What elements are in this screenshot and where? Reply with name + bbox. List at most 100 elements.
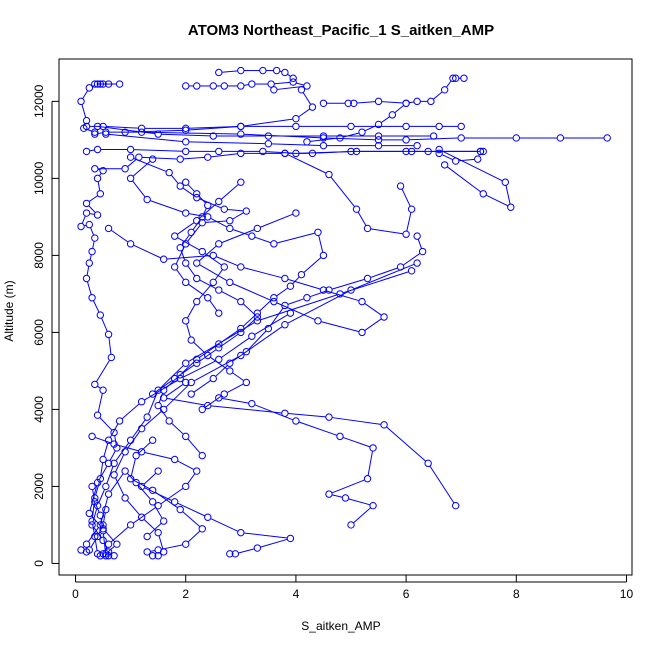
series-segment xyxy=(133,149,183,152)
data-point xyxy=(165,417,173,425)
series-segment xyxy=(299,151,354,154)
series-segment xyxy=(409,101,415,104)
data-point xyxy=(187,336,195,344)
data-point xyxy=(187,378,195,387)
data-point xyxy=(126,153,135,161)
data-point xyxy=(292,149,300,158)
series-segment xyxy=(106,126,139,129)
y-tick-label: 10000 xyxy=(32,161,46,195)
series-segment xyxy=(153,504,163,519)
data-point xyxy=(82,209,91,217)
y-axis-label: Altitude (m) xyxy=(2,280,16,341)
data-point xyxy=(99,521,107,529)
series-segment xyxy=(192,219,201,230)
series-segment xyxy=(260,213,294,228)
series-segment xyxy=(287,298,305,305)
series-segment xyxy=(260,294,338,321)
series-segment xyxy=(394,104,404,114)
series-segment xyxy=(100,518,104,528)
data-point xyxy=(182,540,190,548)
data-point xyxy=(402,122,410,131)
data-point xyxy=(82,122,91,131)
data-point xyxy=(259,147,267,156)
series-segment xyxy=(115,477,125,496)
data-point xyxy=(159,255,168,263)
data-point xyxy=(198,247,206,256)
series-segment xyxy=(441,150,503,182)
series-segment xyxy=(133,244,161,259)
data-point xyxy=(215,197,223,206)
series-segment xyxy=(276,302,316,321)
series-segment xyxy=(198,195,206,204)
data-point xyxy=(182,178,190,186)
series-3 xyxy=(91,128,611,144)
series-segment xyxy=(89,213,95,215)
series-segment xyxy=(81,215,86,224)
series-segment xyxy=(210,217,228,228)
series-segment xyxy=(204,395,222,408)
data-point xyxy=(93,211,102,219)
data-point xyxy=(110,440,118,448)
series-segment xyxy=(254,314,288,336)
data-point xyxy=(363,224,372,233)
data-point xyxy=(281,68,289,77)
series-segment xyxy=(370,228,404,235)
series-segment xyxy=(177,502,206,517)
data-point xyxy=(319,99,328,107)
data-point xyxy=(347,286,355,294)
data-point xyxy=(303,82,311,90)
series-segment xyxy=(107,545,115,553)
series-segment xyxy=(353,263,415,290)
data-point xyxy=(242,207,251,215)
data-point xyxy=(319,141,328,150)
data-point xyxy=(107,353,116,362)
series-segment xyxy=(274,81,291,85)
data-point xyxy=(104,224,113,233)
data-point xyxy=(253,309,262,317)
data-point xyxy=(209,251,217,260)
data-point xyxy=(91,130,99,138)
series-segment xyxy=(187,184,195,192)
series-segment xyxy=(182,511,201,528)
data-point xyxy=(126,174,135,183)
series-segment xyxy=(380,116,390,124)
series-segment xyxy=(110,229,129,243)
series-segment xyxy=(186,323,191,338)
data-point xyxy=(121,467,129,475)
data-point xyxy=(182,209,190,217)
data-point xyxy=(347,521,355,529)
data-point xyxy=(204,401,212,410)
data-point xyxy=(82,274,91,283)
data-point xyxy=(325,413,333,421)
data-point xyxy=(424,459,432,468)
data-point xyxy=(215,355,223,364)
data-point xyxy=(209,82,217,90)
data-point xyxy=(476,147,485,156)
series-segment xyxy=(331,494,343,498)
series-segment xyxy=(243,267,282,279)
data-point xyxy=(198,405,206,414)
data-point xyxy=(402,136,410,144)
series-segment xyxy=(137,484,151,500)
series-segment xyxy=(243,118,293,127)
series-segment xyxy=(182,361,195,373)
data-point xyxy=(363,274,372,283)
data-point xyxy=(193,259,201,267)
data-point xyxy=(91,380,99,389)
data-point xyxy=(281,274,289,283)
data-point xyxy=(413,97,421,106)
data-point xyxy=(104,459,113,468)
data-point xyxy=(267,80,275,88)
data-point xyxy=(91,234,99,242)
series-segment xyxy=(320,321,360,333)
data-point xyxy=(319,286,328,294)
data-point xyxy=(479,147,487,156)
series-9 xyxy=(319,74,468,107)
series-27 xyxy=(88,482,118,560)
data-point xyxy=(369,501,377,510)
data-point xyxy=(292,122,300,131)
data-point xyxy=(396,182,405,190)
series-segment xyxy=(108,337,112,355)
data-point xyxy=(110,471,118,479)
